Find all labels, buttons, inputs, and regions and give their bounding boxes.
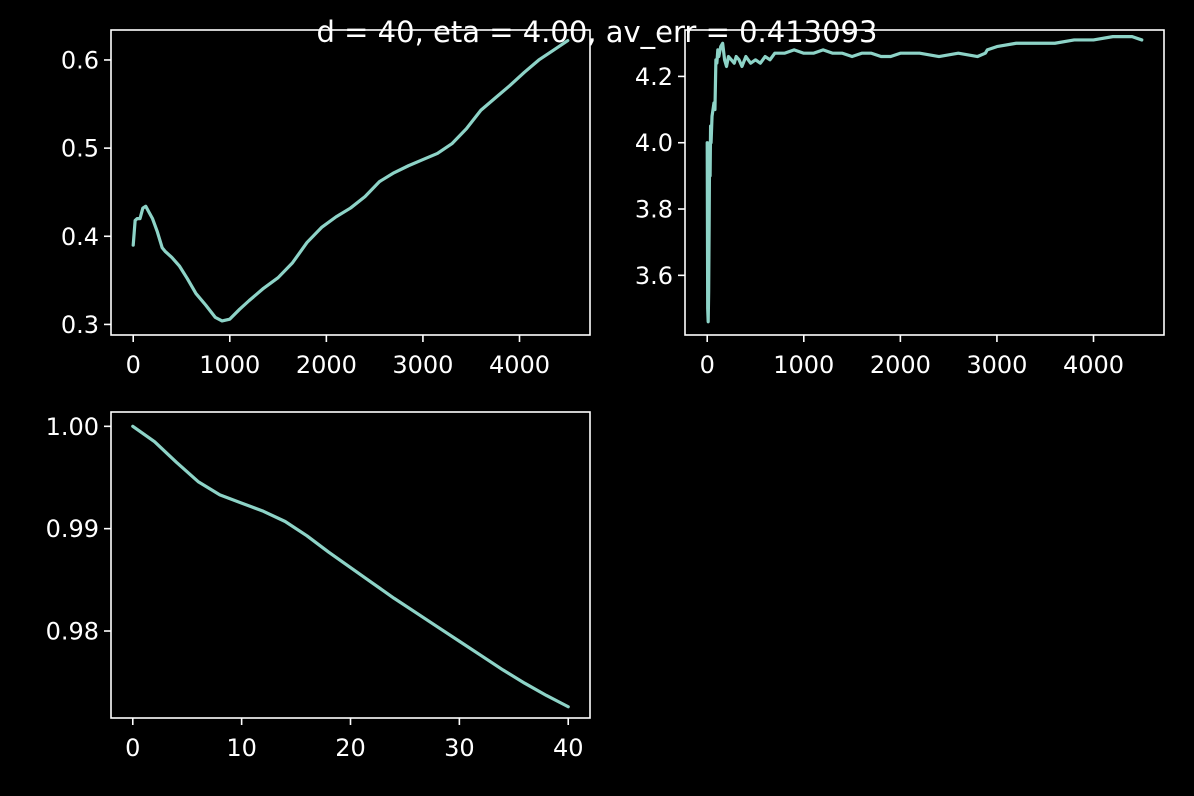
x-tick-label: 2000 — [296, 351, 357, 379]
x-tick-label: 40 — [553, 734, 584, 762]
x-tick-label: 1000 — [773, 351, 834, 379]
x-tick-label: 30 — [444, 734, 475, 762]
y-tick-label: 4.0 — [635, 129, 673, 157]
subplot-bottom-left: 0 10 20 30 40 0.98 0.99 1.00 — [46, 411, 591, 762]
y-tick-label: 0.3 — [61, 311, 99, 339]
y-tick-label: 3.6 — [635, 262, 673, 290]
x-tick-label: 3000 — [966, 351, 1027, 379]
x-tick-label: 4000 — [1063, 351, 1124, 379]
x-tick-label: 4000 — [489, 351, 550, 379]
y-tick-label: 3.8 — [635, 196, 673, 224]
y-tick-label: 4.2 — [635, 63, 673, 91]
x-tick-label: 2000 — [870, 351, 931, 379]
y-tick-label: 0.6 — [61, 46, 99, 74]
series-line-0 — [705, 35, 1144, 324]
x-tick-label: 10 — [226, 734, 257, 762]
x-tick-label: 0 — [126, 351, 141, 379]
subplot-top-right: 0 1000 2000 3000 4000 3.6 3.8 4.0 4.2 — [635, 29, 1165, 379]
axes-frame — [684, 29, 1165, 336]
x-tick-label: 3000 — [392, 351, 453, 379]
y-tick-label: 0.4 — [61, 223, 99, 251]
figure-suptitle: d = 40, eta = 4.00, av_err = 0.413093 — [317, 15, 878, 49]
y-tick-label: 1.00 — [46, 413, 99, 441]
series-line-0 — [131, 424, 570, 709]
x-tick-label: 1000 — [199, 351, 260, 379]
series-line-0 — [131, 38, 570, 323]
x-tick-label: 20 — [335, 734, 366, 762]
y-tick-label: 0.99 — [46, 515, 99, 543]
axes-frame — [110, 29, 591, 336]
x-tick-label: 0 — [700, 351, 715, 379]
y-tick-label: 0.5 — [61, 135, 99, 163]
x-tick-label: 0 — [125, 734, 140, 762]
subplot-top-left: 0 1000 2000 3000 4000 0.3 0.4 0.5 0.6 — [61, 29, 591, 379]
y-tick-label: 0.98 — [46, 618, 99, 646]
